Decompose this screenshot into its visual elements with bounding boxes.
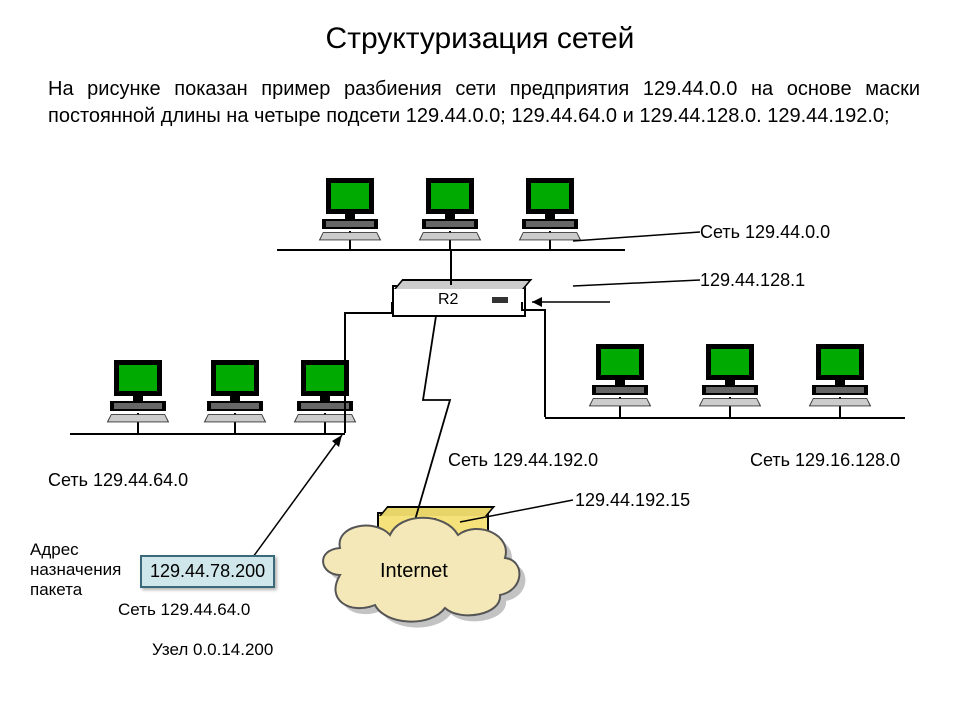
pc-icon <box>420 178 480 241</box>
router-r1: R1 <box>377 512 489 540</box>
bus-left <box>70 433 345 435</box>
dest-node-label: Узел 0.0.14.200 <box>152 640 273 660</box>
dest-net-label: Сеть 129.44.64.0 <box>118 600 250 620</box>
dest-address-box: 129.44.78.200 <box>140 555 275 588</box>
router-r2: R2 <box>392 285 526 317</box>
pc-icon <box>810 344 870 407</box>
pc-icon <box>295 360 355 423</box>
dest-caption-1: Адрес <box>30 540 79 560</box>
router-r1-label: R1 <box>419 516 439 534</box>
bus-right <box>545 417 905 419</box>
led-icon <box>492 297 508 303</box>
internet-label: Internet <box>380 560 448 583</box>
label-net-mid: Сеть 129.44.192.0 <box>448 450 598 471</box>
pc-icon <box>520 178 580 241</box>
label-r2-if: 129.44.128.1 <box>700 270 805 291</box>
pc-icon <box>205 360 265 423</box>
label-r1-if: 129.44.192.15 <box>575 490 690 511</box>
description-paragraph: На рисунке показан пример разбиения сети… <box>48 76 920 130</box>
dest-caption-2: назначения <box>30 560 121 580</box>
router-r2-label: R2 <box>438 291 458 309</box>
page-title: Структуризация сетей <box>0 22 960 56</box>
label-net-right: Сеть 129.16.128.0 <box>750 450 900 471</box>
label-net-left: Сеть 129.44.64.0 <box>48 470 188 491</box>
dest-caption-3: пакета <box>30 580 82 600</box>
pc-icon <box>700 344 760 407</box>
pc-icon <box>590 344 650 407</box>
pc-icon <box>320 178 380 241</box>
label-net-top: Сеть 129.44.0.0 <box>700 222 830 243</box>
bus-top <box>277 249 625 251</box>
pc-icon <box>108 360 168 423</box>
